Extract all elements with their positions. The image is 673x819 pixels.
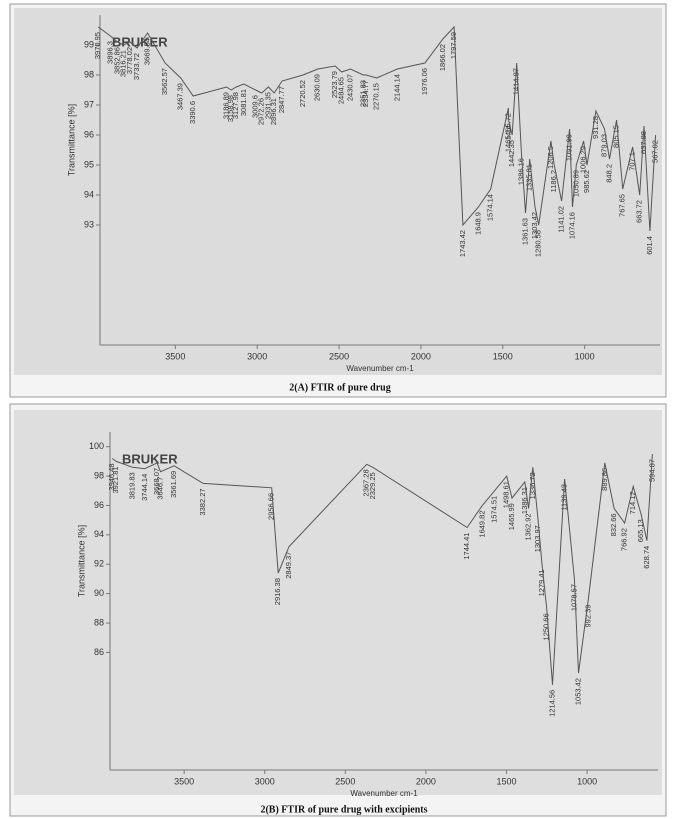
x-tick-label: 3500 [174,776,194,786]
peak-label: 2334.77 [361,80,370,107]
caption: 2(B) FTIR of pure drug with excipients [260,804,427,815]
peak-label: 889.86 [600,468,609,491]
y-tick-label: 86 [94,647,104,657]
peak-label: 3562.57 [160,68,169,95]
y-tick-label: 96 [94,500,104,510]
peak-label: 1976.06 [420,68,429,95]
y-tick-label: 95 [84,159,94,169]
peak-label: 1442.35 [507,140,516,167]
peak-label: 832.66 [609,513,618,536]
y-tick-label: 92 [94,559,104,569]
x-axis-label: Wavenumber cm-1 [346,364,414,373]
peak-label: 2630.09 [313,74,322,101]
y-tick-label: 90 [94,588,104,598]
peak-label: 2430.07 [345,74,354,101]
peak-label: 3669.54 [143,38,152,65]
peak-label: 1053.42 [573,678,582,705]
peak-label: 2484.65 [337,77,346,104]
x-tick-label: 1500 [493,351,513,361]
peak-label: 3467.39 [176,83,185,110]
peak-label: 1465.99 [507,503,516,530]
peak-label: 1648.9 [473,212,482,235]
y-tick-label: 98 [84,69,94,79]
x-tick-label: 1000 [577,776,597,786]
x-tick-label: 2500 [335,776,355,786]
peak-label: 3081.81 [239,89,248,116]
x-tick-label: 3000 [247,351,267,361]
x-axis-label: Wavenumber cm-1 [350,789,418,798]
peak-label: 2270.15 [372,83,381,110]
peak-label: 1186.2 [549,170,558,192]
peak-label: 3390.6 [188,101,197,124]
x-tick-label: 2000 [416,776,436,786]
y-tick-label: 98 [94,470,104,480]
peak-label: 601.4 [645,236,654,255]
peak-label: 1574.14 [486,194,495,221]
peak-label: 2847.77 [277,86,286,113]
peak-label: 1361.63 [520,218,529,245]
peak-label: 3970.95 [93,32,102,59]
peak-label: 767.65 [618,194,627,217]
peak-label: 1743.42 [458,230,467,257]
peak-label: 1362.92 [524,513,533,540]
peak-label: 3921.81 [111,466,120,493]
peak-label: 1649.82 [477,510,486,537]
y-tick-label: 93 [84,219,94,229]
peak-label: 3733.72 [132,53,141,80]
peak-label: 766.92 [620,528,629,551]
peak-label: 1797.59 [449,32,458,59]
peak-label: 1078.57 [569,584,578,611]
peak-label: 3561.69 [169,471,178,498]
peak-label: 985.62 [582,170,591,193]
peak-label: 2144.14 [392,74,401,101]
x-tick-label: 2500 [329,351,349,361]
peak-label: 2720.52 [298,80,307,107]
peak-label: 1074.16 [568,212,577,239]
logo: BRUKER [122,451,178,466]
peak-label: 665.13 [636,519,645,542]
y-tick-label: 88 [94,617,104,627]
y-tick-label: 96 [84,129,94,139]
peak-label: 1214.56 [547,690,556,717]
peak-label: 3382.27 [198,488,207,515]
peak-label: 1280.58 [534,230,543,257]
peak-label: 628.74 [642,546,651,569]
peak-label: 3744.14 [140,474,149,501]
peak-label: 2329.25 [368,472,377,499]
x-tick-label: 1000 [575,351,595,361]
y-axis-label: Transmittance [%] [76,525,86,597]
x-tick-label: 3500 [165,351,185,361]
page: 93949596979899350030002500200015001000Wa… [0,0,673,819]
y-tick-label: 94 [94,529,104,539]
caption: 2(A) FTIR of pure drug [289,382,390,393]
peak-label: 3646.7 [155,477,164,500]
peak-label: 1091.99 [565,134,574,161]
peak-label: 848.2 [605,164,614,183]
peak-label: 2956.66 [267,493,276,520]
peak-label: 1744.41 [462,533,471,560]
x-tick-label: 2000 [411,351,431,361]
x-tick-label: 1500 [496,776,516,786]
y-tick-label: 97 [84,99,94,109]
y-axis-label: Transmittance [%] [66,104,76,176]
x-tick-label: 3000 [255,776,275,786]
y-tick-label: 100 [89,441,104,451]
peak-label: 1866.02 [438,44,447,71]
peak-label: 663.72 [635,200,644,223]
peak-label: 3819.83 [128,472,137,499]
peak-label: 2916.38 [273,578,282,605]
y-tick-label: 94 [84,189,94,199]
peak-label: 1141.02 [557,206,566,233]
peak-label: 1574.51 [489,496,498,523]
